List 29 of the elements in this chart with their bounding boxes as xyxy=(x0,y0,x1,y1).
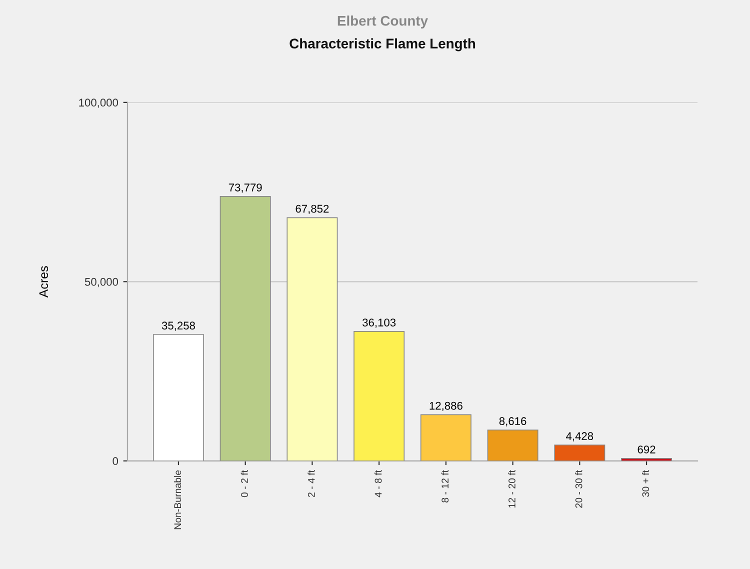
x-tick-label: 30 + ft xyxy=(642,470,650,497)
bar xyxy=(220,196,271,461)
bar xyxy=(420,414,472,461)
bar xyxy=(487,430,538,461)
data-label: 692 xyxy=(638,446,656,454)
x-tick-label: Non-Burnable xyxy=(174,470,182,530)
y-tick-label: 100,000 xyxy=(79,98,118,108)
bar xyxy=(152,334,204,461)
y-tick-label: 0 xyxy=(112,457,118,466)
x-tick-label: 8 - 12 ft xyxy=(441,470,449,502)
chart-title: Characteristic Flame Length xyxy=(290,38,476,52)
x-tick-label: 12 - 20 ft xyxy=(508,470,516,508)
bar xyxy=(354,331,405,461)
data-label: 35,258 xyxy=(162,322,195,331)
data-label: 8,616 xyxy=(499,417,526,426)
y-axis-title: Acres xyxy=(39,266,48,298)
bar xyxy=(286,217,338,461)
x-tick-label: 0 - 2 ft xyxy=(240,470,248,498)
x-tick-label: 4 - 8 ft xyxy=(374,470,382,498)
x-tick-label: 20 - 30 ft xyxy=(575,470,582,508)
chart-subtitle: Elbert County xyxy=(338,16,428,28)
data-label: 36,103 xyxy=(362,318,396,328)
y-tick-label: 50,000 xyxy=(84,278,118,288)
data-label: 73,779 xyxy=(228,184,262,193)
data-label: 12,886 xyxy=(430,402,462,412)
bar xyxy=(554,444,606,461)
data-label: 4,428 xyxy=(566,432,594,442)
x-tick-label: 2 - 4 ft xyxy=(308,470,315,497)
data-label: 67,852 xyxy=(296,204,329,214)
